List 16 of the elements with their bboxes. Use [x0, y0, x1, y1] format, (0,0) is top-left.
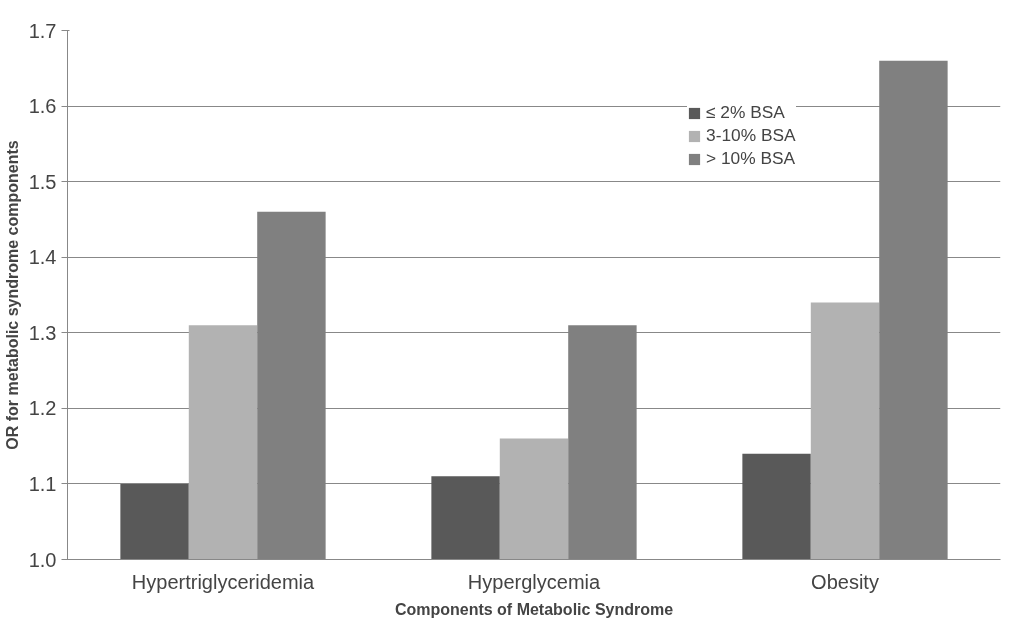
y-tick-label: 1.4	[28, 246, 57, 269]
x-axis-title: Components of Metabolic Syndrome	[394, 600, 674, 618]
y-tick-label: 1.1	[28, 472, 57, 495]
y-tick-label: 1.3	[28, 321, 57, 344]
y-tick-label: 1.6	[28, 95, 57, 118]
x-tick-label: Hyperglycemia	[467, 570, 602, 593]
legend-label: ≤ 2% BSA	[706, 102, 785, 123]
y-tick-label: 1.7	[28, 19, 57, 42]
y-tick-label: 1.2	[28, 397, 57, 420]
legend-label: > 10% BSA	[706, 148, 796, 169]
x-tick-label: Obesity	[811, 570, 879, 593]
y-axis-title: OR for metabolic syndrome components	[3, 140, 21, 450]
legend-label: 3-10% BSA	[706, 125, 796, 146]
x-tick-label: Hypertriglyceridemia	[131, 570, 316, 593]
y-tick-label: 1.0	[28, 548, 57, 571]
y-tick-label: 1.5	[28, 170, 57, 193]
